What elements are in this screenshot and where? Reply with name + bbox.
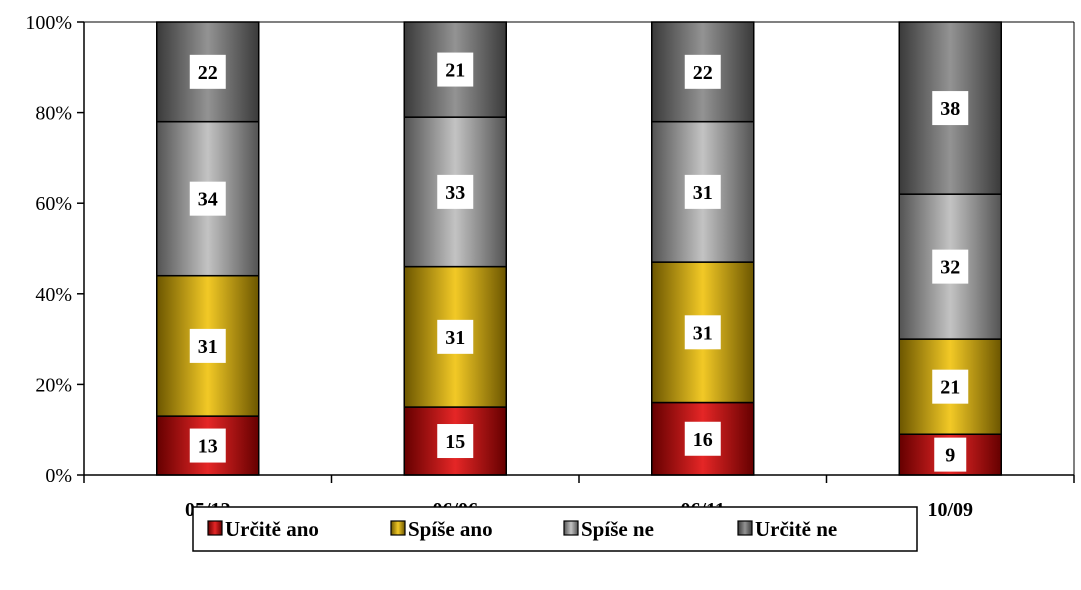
- data-label-box: [684, 421, 721, 456]
- data-label: 34: [198, 189, 218, 211]
- legend-swatch: [207, 520, 223, 536]
- data-label: 22: [693, 62, 713, 84]
- data-label: 38: [940, 98, 960, 120]
- legend-swatch: [563, 520, 579, 536]
- data-label-box: [684, 174, 721, 209]
- data-label: 16: [693, 429, 713, 451]
- data-label-box: [189, 428, 226, 463]
- x-tick-label: 10/09: [927, 499, 973, 521]
- legend-swatch: [737, 520, 753, 536]
- legend-label: Spíše ano: [408, 517, 493, 541]
- data-label-box: [437, 424, 474, 459]
- legend-swatch: [390, 520, 406, 536]
- data-label: 13: [198, 436, 218, 458]
- y-tick-label: 80%: [35, 103, 72, 125]
- data-label: 21: [940, 377, 960, 399]
- legend: Určitě ano Spíše ano Spíše ne Určitě ne: [192, 506, 918, 552]
- y-tick-label: 40%: [35, 284, 72, 306]
- data-label-box: [189, 181, 226, 216]
- legend-label: Určitě ano: [225, 517, 319, 541]
- data-label: 32: [940, 257, 960, 279]
- legend-label: Spíše ne: [581, 517, 654, 541]
- bar-segment: [403, 21, 507, 118]
- legend-box: [192, 506, 918, 552]
- data-label: 21: [445, 60, 465, 82]
- data-label-box: [189, 328, 226, 363]
- data-label-box: [189, 54, 226, 89]
- y-tick-label: 60%: [35, 193, 72, 215]
- plot-area: [156, 21, 1002, 476]
- data-label-box: [437, 52, 474, 87]
- data-label: 31: [445, 327, 465, 349]
- data-labels: 13 31 34 22 15 31 33 21 16 31 31 22 9 21 32 38: [189, 52, 969, 472]
- bar-segment: [898, 193, 1002, 340]
- data-label: 31: [198, 336, 218, 358]
- data-label-box: [932, 369, 969, 404]
- y-tick-label: 20%: [35, 374, 72, 396]
- data-label-box: [684, 54, 721, 89]
- data-label-box: [934, 437, 967, 472]
- data-label: 15: [445, 431, 465, 453]
- data-label-box: [437, 174, 474, 209]
- data-label: 33: [445, 182, 465, 204]
- data-label-box: [437, 319, 474, 354]
- data-label: 31: [693, 182, 713, 204]
- data-label-box: [932, 91, 969, 126]
- y-tick-label: 0%: [45, 465, 72, 487]
- legend-label: Určitě ne: [755, 517, 837, 541]
- data-label: 22: [198, 62, 218, 84]
- y-tick-label: 100%: [25, 12, 72, 34]
- data-label: 9: [945, 445, 955, 467]
- data-label-box: [684, 315, 721, 350]
- data-label-box: [932, 249, 969, 284]
- data-label: 31: [693, 322, 713, 344]
